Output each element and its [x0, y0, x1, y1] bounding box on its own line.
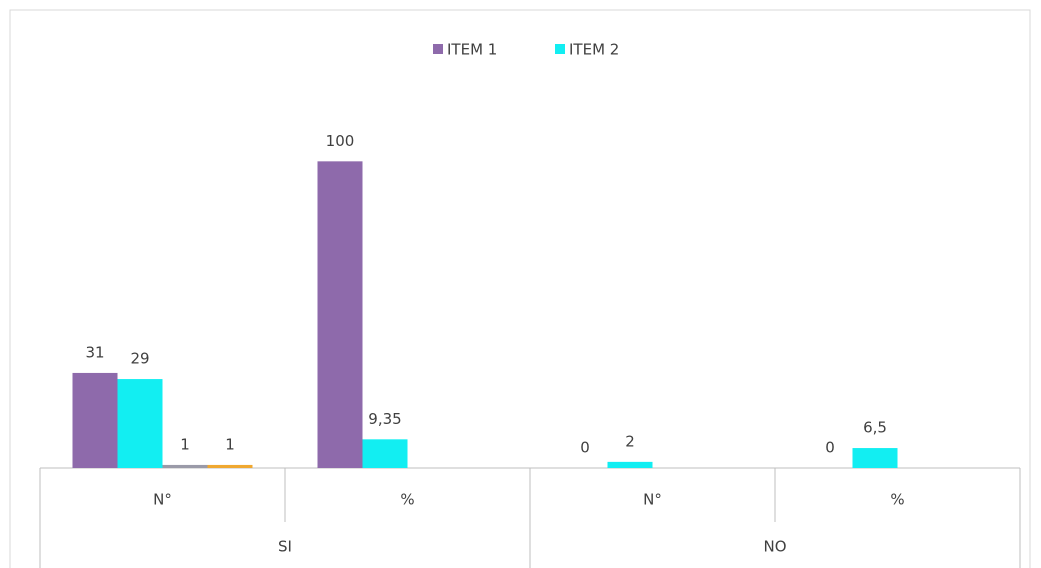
data-label: 31 [85, 343, 104, 361]
legend-swatch [433, 44, 443, 54]
bar [207, 464, 253, 468]
x-tick-label: % [400, 491, 414, 509]
bar [72, 372, 118, 468]
data-label: 0 [825, 439, 835, 457]
bar [852, 448, 898, 468]
bar [162, 464, 208, 468]
bar [607, 461, 653, 468]
data-label: 29 [130, 350, 149, 368]
x-tick-label: N° [643, 491, 662, 509]
data-label: 2 [625, 432, 635, 450]
bar [117, 379, 163, 468]
chart-frame [9, 9, 1031, 568]
group-label: SI [278, 538, 292, 556]
bar [317, 161, 363, 469]
x-tick-label: N° [153, 491, 172, 509]
data-label: 6,5 [863, 419, 887, 437]
data-label: 100 [326, 132, 355, 150]
data-label: 1 [180, 435, 190, 453]
legend-label: ITEM 1 [447, 41, 497, 59]
data-label: 0 [580, 439, 590, 457]
bar [362, 439, 408, 468]
group-label: NO [763, 538, 786, 556]
x-tick-label: % [890, 491, 904, 509]
data-label: 1 [225, 435, 235, 453]
legend-label: ITEM 2 [569, 41, 619, 59]
data-label: 9,35 [368, 410, 401, 428]
legend-swatch [555, 44, 565, 54]
